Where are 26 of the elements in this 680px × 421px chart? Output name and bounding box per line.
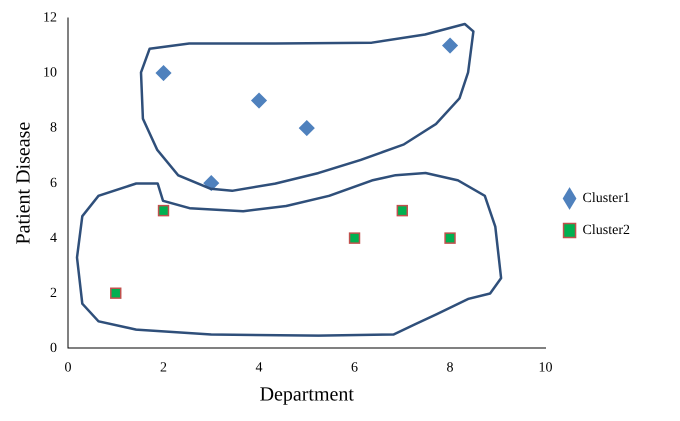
point	[251, 92, 267, 108]
x-tick-label: 6	[351, 360, 358, 376]
legend-label: Cluster1	[582, 191, 630, 206]
point	[396, 204, 408, 216]
point	[348, 232, 360, 244]
y-tick-label: 2	[50, 286, 57, 301]
point	[444, 232, 456, 244]
y-tick-label: 6	[50, 176, 57, 191]
legend-label: Cluster2	[582, 223, 630, 238]
y-tick-label: 4	[50, 230, 57, 246]
x-tick-label: 0	[64, 360, 72, 376]
point	[299, 120, 315, 136]
y-tick-label: 12	[43, 10, 57, 26]
x-axis-title: Department	[260, 383, 354, 406]
y-tick-label: 10	[43, 66, 57, 81]
y-tick-label: 8	[50, 120, 57, 136]
point	[110, 287, 122, 299]
point	[156, 65, 172, 81]
point	[442, 38, 458, 54]
point	[158, 204, 170, 216]
y-axis-title: Patient Disease	[12, 122, 34, 244]
x-tick-label: 4	[256, 360, 263, 376]
y-tick-label: 0	[50, 340, 57, 356]
x-tick-label: 8	[446, 360, 454, 376]
x-tick-label: 10	[538, 360, 553, 376]
x-tick-label: 2	[160, 360, 168, 376]
